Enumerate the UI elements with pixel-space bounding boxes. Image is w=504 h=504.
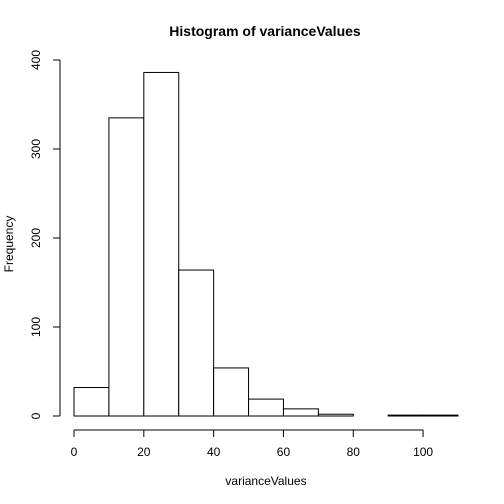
histogram-bar-1 [108,117,145,417]
x-tick-label-1: 20 [137,445,151,459]
histogram-bar-9 [387,414,424,417]
histogram-bar-5 [248,398,284,417]
chart-title: Histogram of varianceValues [169,23,361,39]
y-tick-label-1: 100 [29,317,43,337]
x-tick-label-2: 40 [207,445,221,459]
histogram-bar-0 [73,387,110,417]
y-axis-label: Frequency [2,216,16,273]
y-tick-label-3: 300 [29,139,43,159]
x-tick-label-0: 0 [71,445,78,459]
histogram-bar-7 [317,413,354,417]
y-tick-label-4: 400 [29,50,43,70]
x-axis-label: varianceValues [225,474,306,488]
x-tick-label-5: 100 [413,445,433,459]
histogram-bar-6 [282,408,319,417]
x-tick-label-4: 80 [347,445,361,459]
histogram-bar-10 [422,414,459,417]
x-tick-label-3: 60 [277,445,291,459]
y-tick-label-0: 0 [29,412,43,419]
y-tick-label-2: 200 [29,228,43,248]
histogram-bar-3 [178,269,215,417]
y-axis: 0 100 200 300 400 [29,50,61,419]
x-axis: 0 20 40 60 80 100 [71,429,433,459]
histogram-bar-2 [143,71,180,417]
histogram-bar-4 [213,367,250,417]
bars-group [73,71,459,417]
